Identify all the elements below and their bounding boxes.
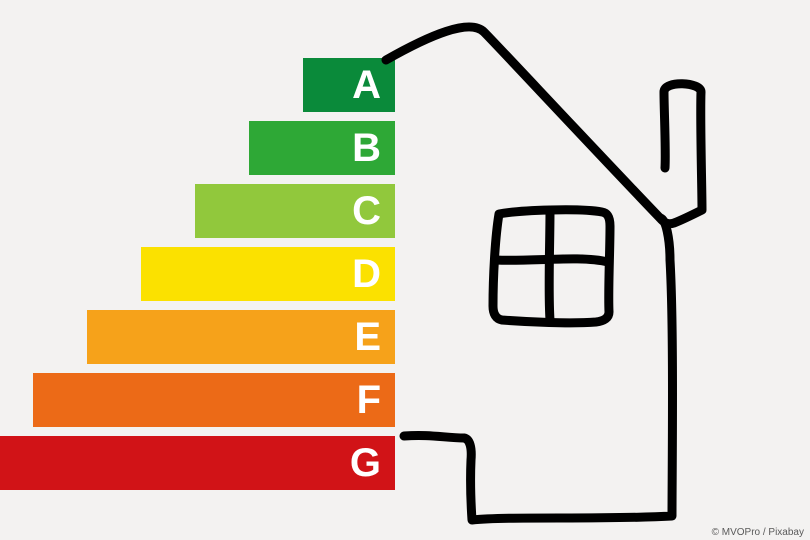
house-stroke [496,259,608,262]
house-sketch-icon [0,0,810,540]
image-credit: © MVOPro / Pixabay [712,527,804,538]
house-stroke [549,210,550,320]
infographic-stage: ABCDEFG © MVOPro / Pixabay [0,0,810,540]
house-stroke [386,27,702,224]
